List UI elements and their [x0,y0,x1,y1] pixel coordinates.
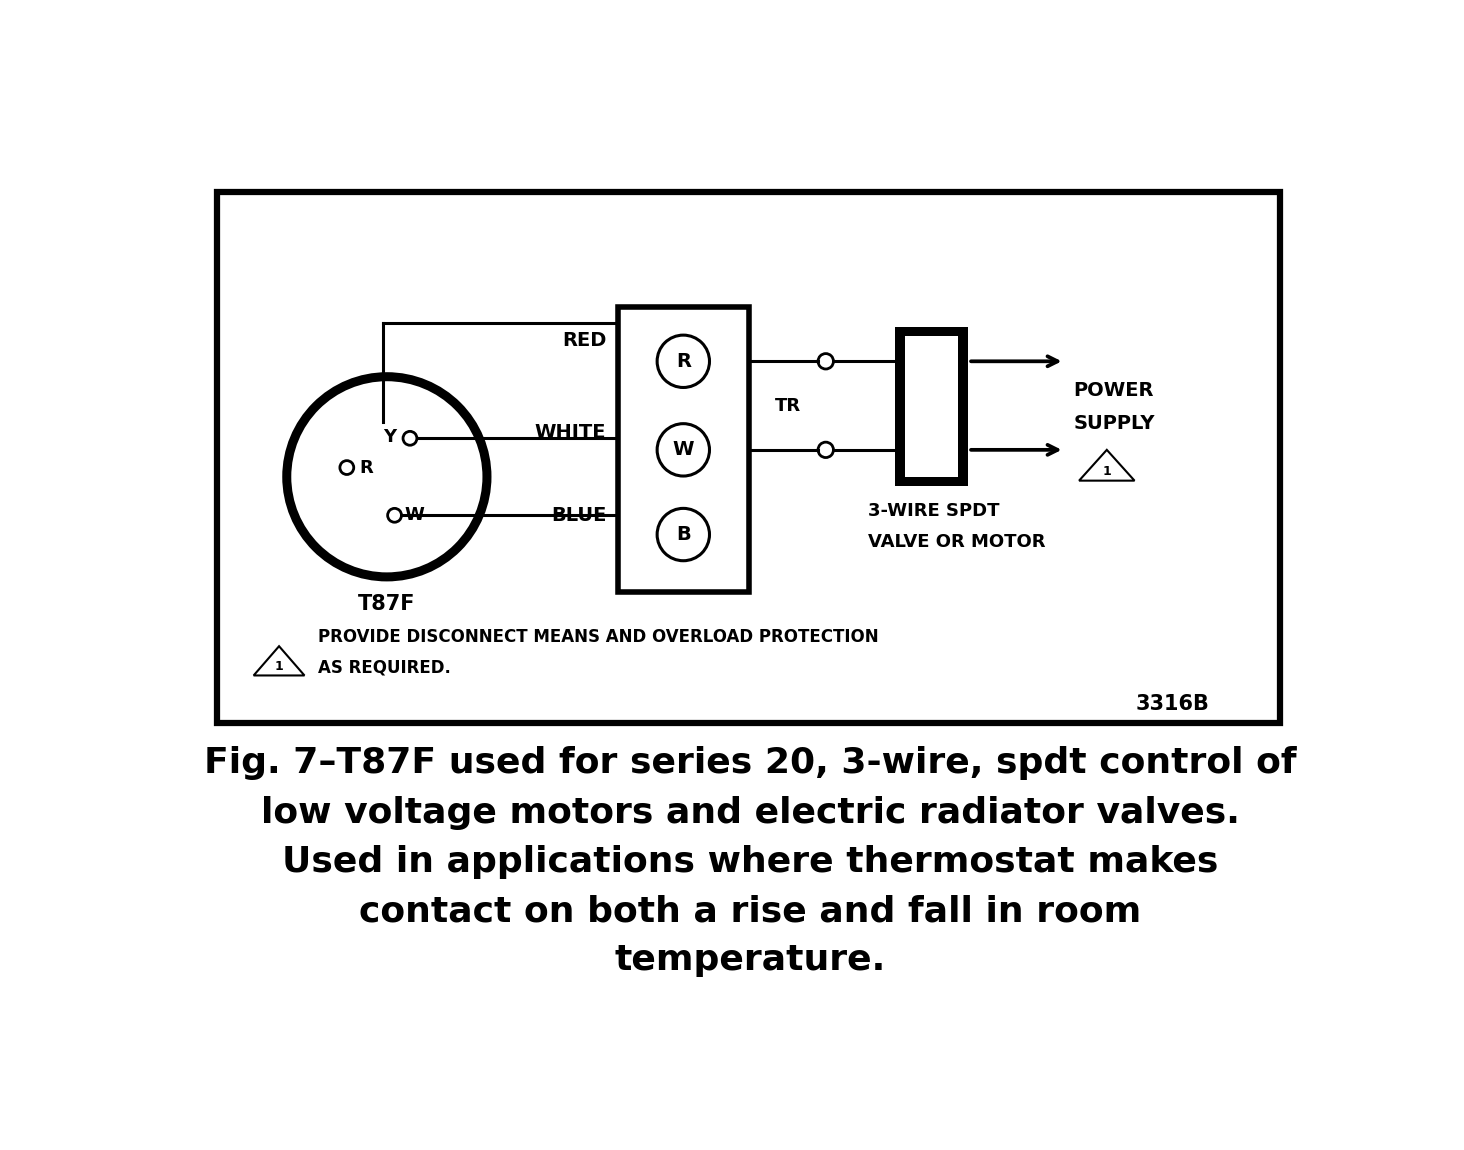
Text: 3-WIRE SPDT: 3-WIRE SPDT [868,503,1000,521]
Text: Used in applications where thermostat makes: Used in applications where thermostat ma… [283,845,1218,879]
Text: low voltage motors and electric radiator valves.: low voltage motors and electric radiator… [261,796,1240,829]
Text: VALVE OR MOTOR: VALVE OR MOTOR [868,534,1045,551]
Text: B: B [676,526,691,544]
Text: 1: 1 [275,660,284,673]
Text: T87F: T87F [359,593,416,614]
Bar [895,327,968,486]
Text: BLUE: BLUE [550,506,606,524]
Bar [618,307,748,592]
Text: R: R [676,352,691,370]
Text: SUPPLY: SUPPLY [1073,414,1155,432]
Text: 3316B: 3316B [1135,693,1209,714]
Text: POWER: POWER [1073,381,1154,400]
Text: Y: Y [384,428,397,446]
Text: PROVIDE DISCONNECT MEANS AND OVERLOAD PROTECTION: PROVIDE DISCONNECT MEANS AND OVERLOAD PR… [318,628,878,646]
Text: temperature.: temperature. [615,943,886,978]
Text: contact on both a rise and fall in room: contact on both a rise and fall in room [359,895,1142,928]
Text: WHITE: WHITE [534,423,606,443]
Text: RED: RED [562,331,606,350]
Text: 1: 1 [1102,465,1111,478]
Bar [218,192,1280,723]
Text: W: W [672,440,694,459]
Text: TR: TR [774,397,801,414]
Text: AS REQUIRED.: AS REQUIRED. [318,659,451,676]
Text: R: R [359,459,373,476]
Bar [905,336,959,477]
Text: Fig. 7–T87F used for series 20, 3-wire, spdt control of: Fig. 7–T87F used for series 20, 3-wire, … [203,746,1297,781]
Text: W: W [404,506,425,524]
